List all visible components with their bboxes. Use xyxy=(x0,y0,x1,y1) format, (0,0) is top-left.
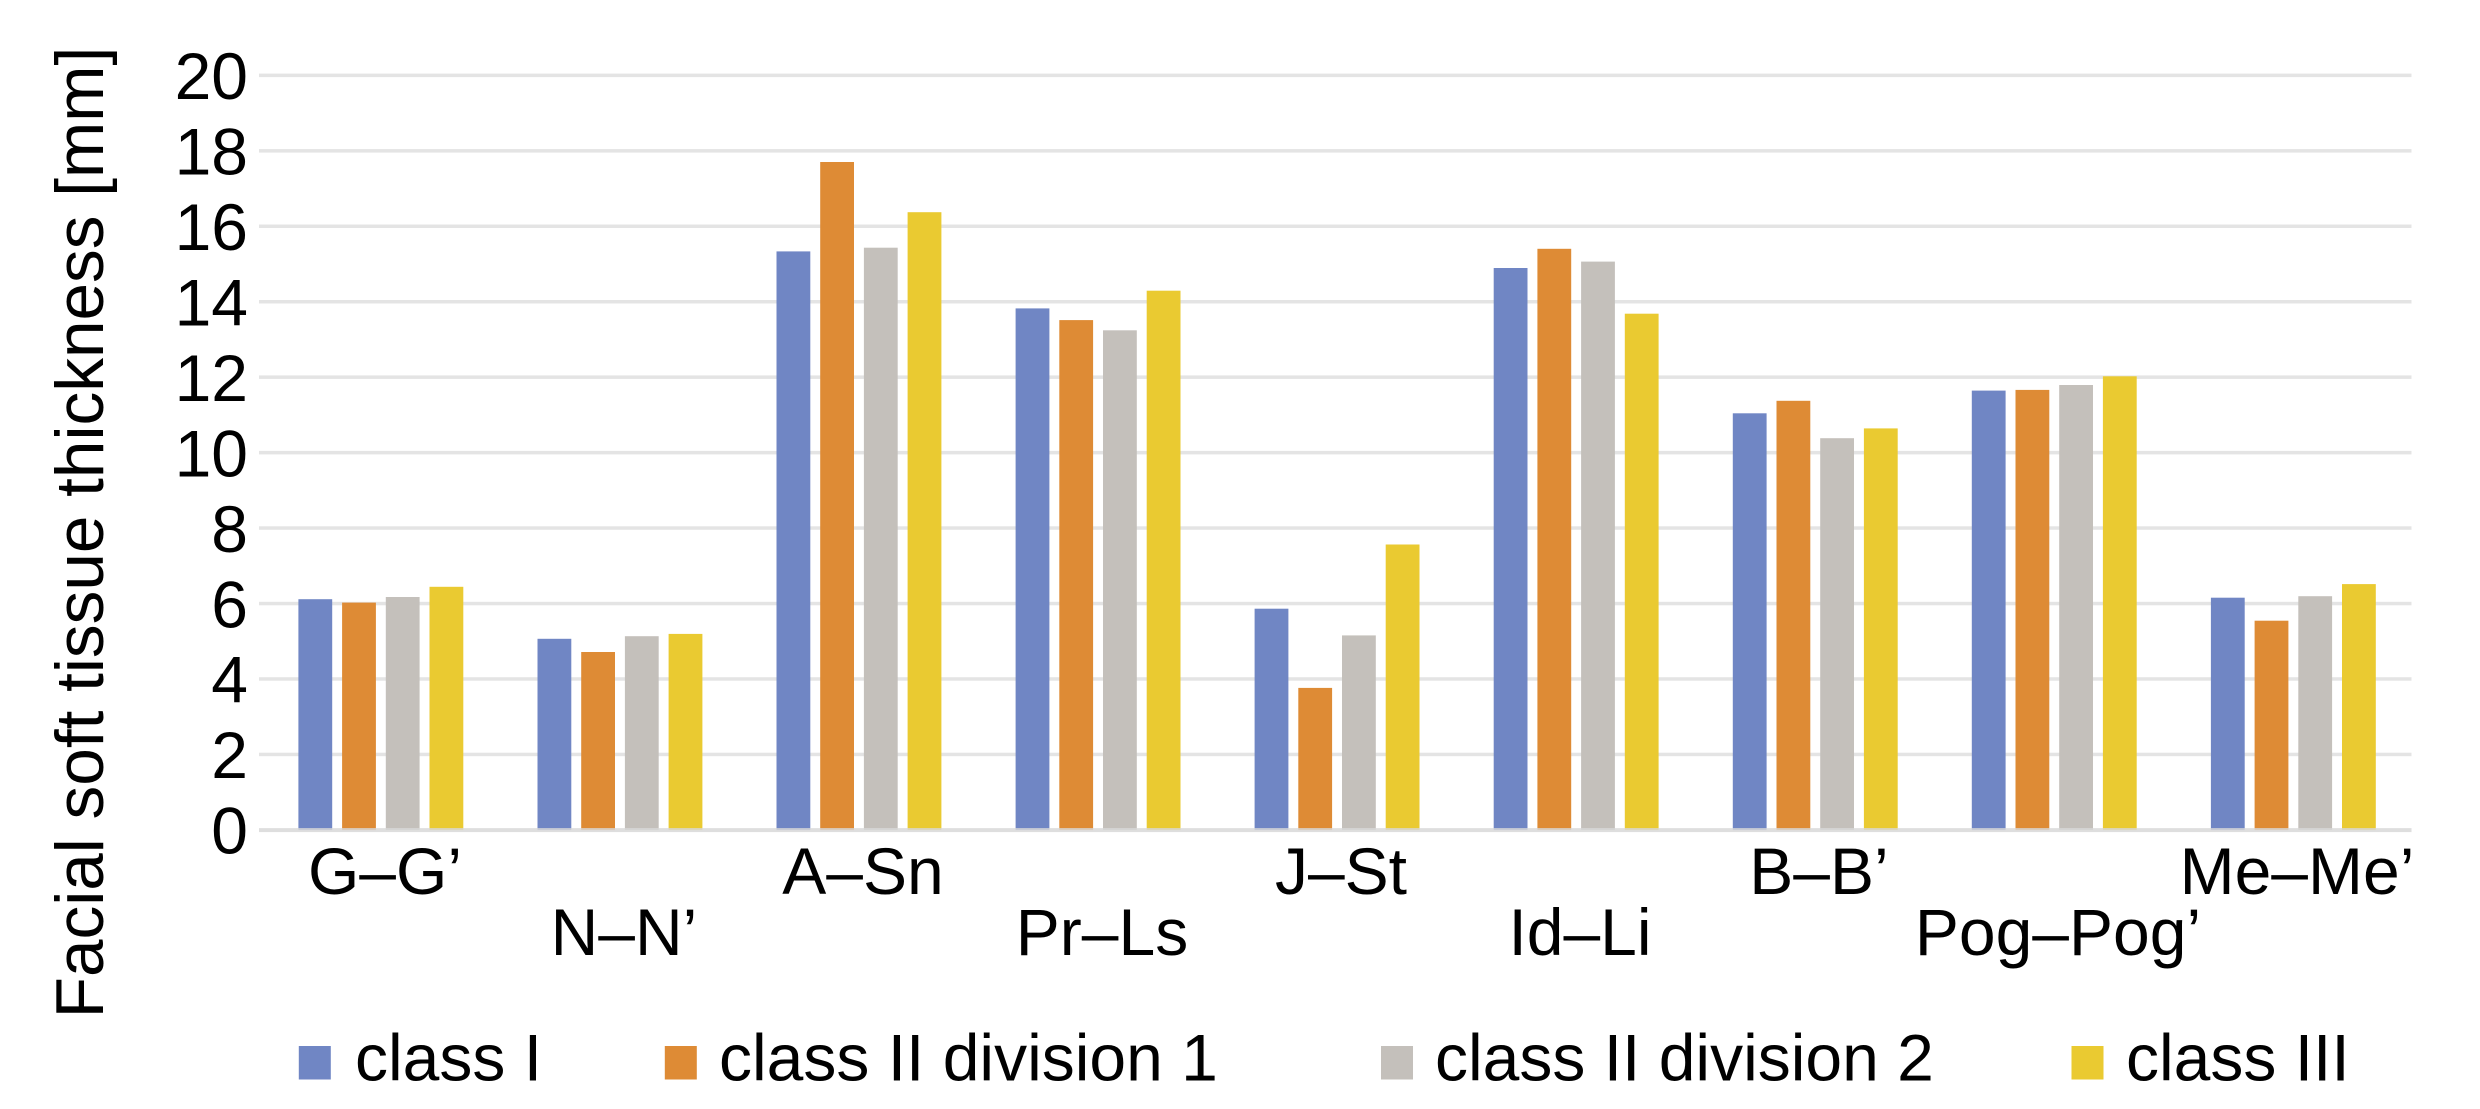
svg-text:6: 6 xyxy=(211,567,248,641)
svg-text:class I: class I xyxy=(355,1021,542,1095)
svg-text:Pog–Pog’: Pog–Pog’ xyxy=(1915,895,2201,969)
svg-text:N–N’: N–N’ xyxy=(551,895,698,969)
svg-text:14: 14 xyxy=(175,266,248,340)
svg-text:Pr–Ls: Pr–Ls xyxy=(1016,895,1188,969)
svg-text:8: 8 xyxy=(211,492,248,566)
svg-text:10: 10 xyxy=(175,416,248,490)
svg-text:Me–Me’: Me–Me’ xyxy=(2180,834,2415,908)
svg-text:class III: class III xyxy=(2126,1021,2350,1095)
svg-text:G–G’: G–G’ xyxy=(308,834,462,908)
svg-text:20: 20 xyxy=(175,39,248,113)
svg-text:A–Sn: A–Sn xyxy=(782,834,943,908)
svg-text:class II division 1: class II division 1 xyxy=(719,1021,1218,1095)
svg-text:Id–Li: Id–Li xyxy=(1508,895,1651,969)
svg-text:J–St: J–St xyxy=(1275,834,1407,908)
svg-text:12: 12 xyxy=(175,341,248,415)
svg-text:Facial soft tissue thickness [: Facial soft tissue thickness [mm] xyxy=(43,47,118,1019)
svg-text:18: 18 xyxy=(175,115,248,189)
svg-text:16: 16 xyxy=(175,190,248,264)
svg-text:B–B’: B–B’ xyxy=(1749,834,1888,908)
svg-text:4: 4 xyxy=(211,643,248,717)
svg-text:2: 2 xyxy=(211,718,248,792)
svg-text:0: 0 xyxy=(211,794,248,868)
svg-text:class II division 2: class II division 2 xyxy=(1435,1021,1934,1095)
